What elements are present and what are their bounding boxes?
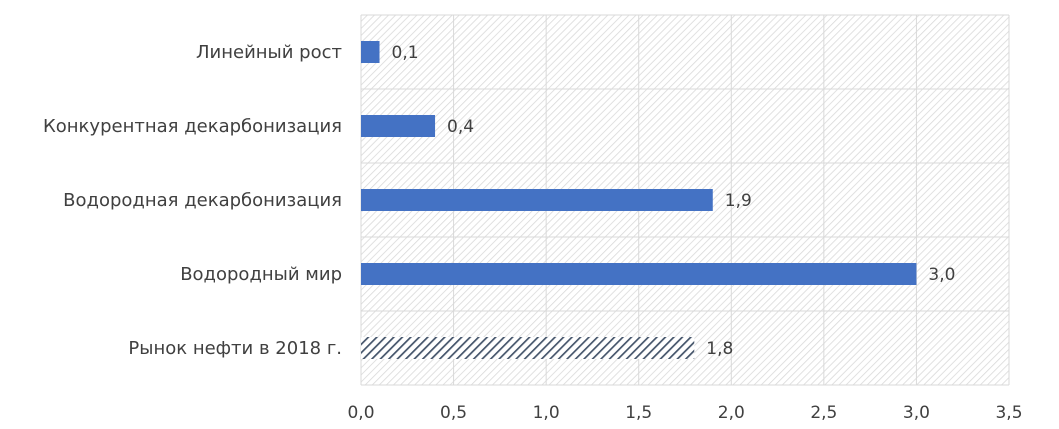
category-label: Конкурентная декарбонизация [43, 116, 342, 137]
bar-1 [361, 41, 380, 63]
value-labels: 0,1 0,4 1,9 3,0 1,8 [392, 43, 956, 359]
bar-4 [361, 263, 917, 285]
data-label: 0,1 [392, 43, 419, 63]
bar-3 [361, 189, 713, 211]
x-tick-label: 2,5 [810, 403, 837, 423]
data-label: 0,4 [447, 117, 474, 137]
x-tick-label: 1,5 [625, 403, 652, 423]
x-tick-label: 1,0 [533, 403, 560, 423]
category-label: Водородная декарбонизация [63, 190, 342, 211]
category-label: Водородный мир [180, 264, 342, 285]
bar-5 [361, 337, 695, 359]
data-label: 1,8 [706, 339, 733, 359]
category-labels: Линейный рост Конкурентная декарбонизация… [43, 42, 342, 359]
x-axis-tick-labels: 0,0 0,5 1,0 1,5 2,0 2,5 3,0 3,5 [347, 403, 1022, 423]
data-label: 1,9 [725, 191, 752, 211]
category-label: Рынок нефти в 2018 г. [128, 338, 342, 359]
category-label: Линейный рост [196, 42, 342, 63]
bars [361, 41, 917, 359]
x-tick-label: 3,0 [903, 403, 930, 423]
bar-2 [361, 115, 436, 137]
x-tick-label: 0,0 [347, 403, 374, 423]
x-tick-label: 0,5 [440, 403, 467, 423]
x-tick-label: 3,5 [995, 403, 1022, 423]
x-tick-label: 2,0 [718, 403, 745, 423]
data-label: 3,0 [928, 265, 955, 285]
